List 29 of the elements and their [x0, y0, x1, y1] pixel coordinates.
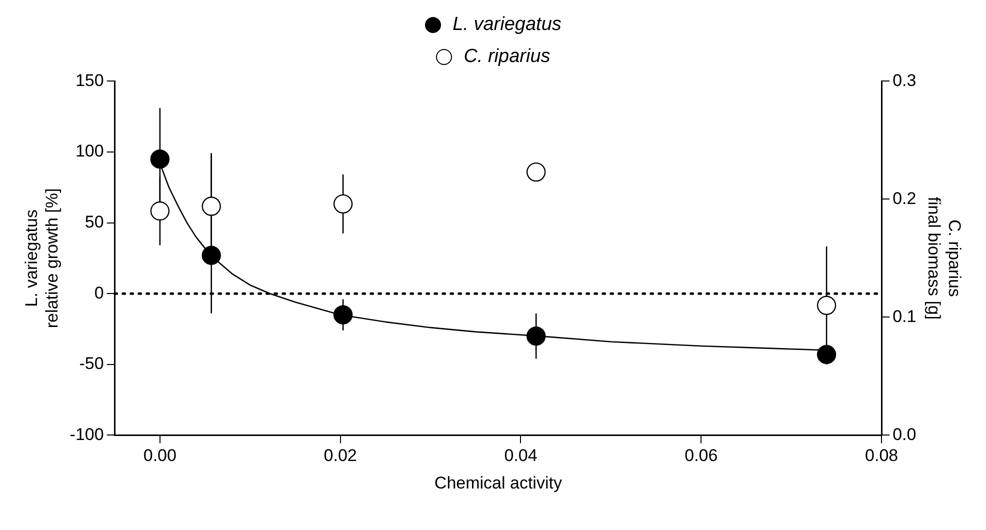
y-tick-label: 50	[84, 212, 104, 232]
point	[526, 326, 546, 346]
point	[150, 201, 170, 221]
legend-label: L. variegatus	[452, 14, 562, 36]
x-tick-label: 0.06	[684, 446, 718, 466]
point	[333, 305, 353, 324]
point	[202, 196, 221, 216]
y2-axis-title: C. riparius final biomass [g]	[924, 196, 964, 320]
y2-tick-label: 0.2	[892, 188, 916, 208]
y-tick-label: 0	[94, 283, 104, 302]
point	[816, 296, 836, 315]
y-axis-title: L. variegatus relative growth [%]	[22, 188, 62, 328]
point	[333, 194, 353, 214]
point	[202, 246, 221, 265]
point	[526, 162, 546, 182]
x-axis-title: Chemical activity	[434, 473, 562, 492]
y2-tick-label: 0.1	[892, 306, 916, 326]
y-tick-label: -100	[70, 424, 104, 444]
x-tick-label: 0.04	[504, 446, 538, 466]
point	[150, 149, 170, 169]
x-tick-label: 0.00	[143, 446, 176, 466]
y-tick-label: -50	[79, 354, 104, 374]
y2-tick-label: 0.3	[892, 70, 916, 90]
y-tick-label: 100	[75, 142, 104, 161]
x-tick-label: 0.02	[324, 446, 357, 466]
y2-tick-label: 0.0	[892, 424, 916, 444]
x-tick-label: 0.08	[865, 446, 898, 466]
y-tick-label: 150	[75, 70, 104, 90]
legend-label: C. riparius	[464, 46, 550, 68]
